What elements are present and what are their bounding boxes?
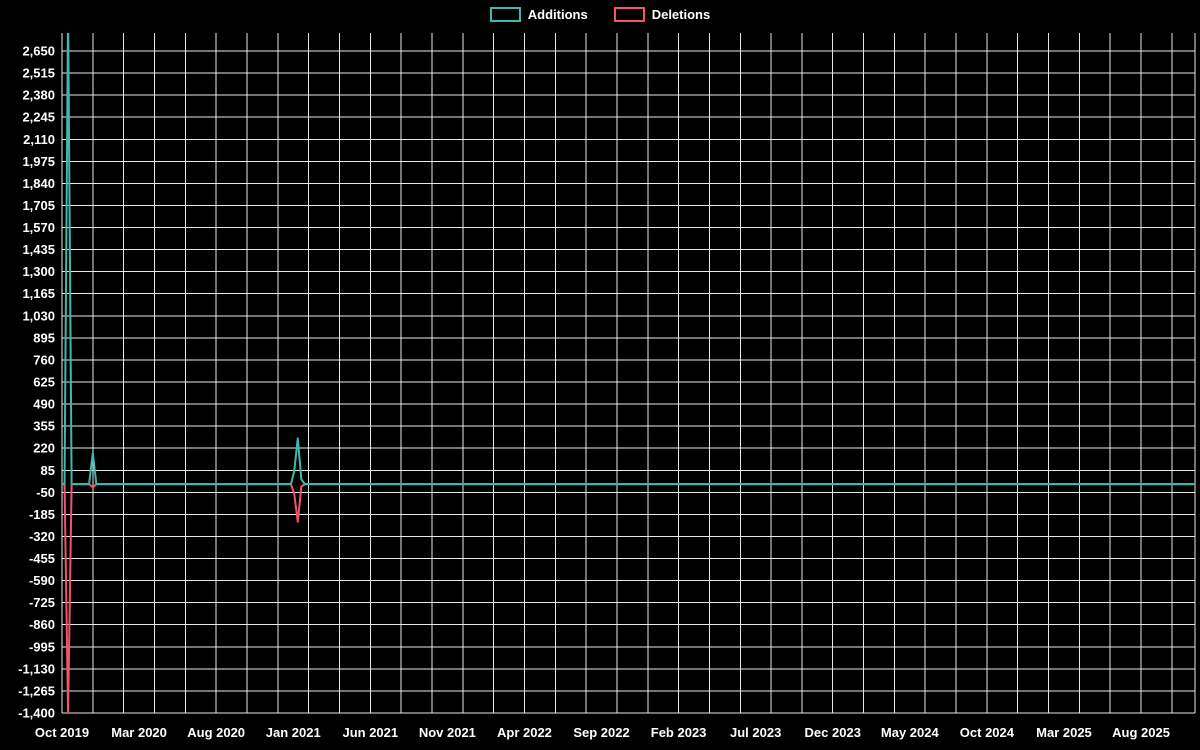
y-axis-label: -455	[29, 551, 55, 566]
y-axis-label: 2,380	[22, 88, 55, 103]
y-axis-label: 1,300	[22, 264, 55, 279]
y-axis-label: -590	[29, 573, 55, 588]
y-axis-label: 1,165	[22, 286, 55, 301]
legend-swatch-deletions-icon	[613, 7, 645, 22]
x-axis-label: Feb 2023	[651, 725, 707, 740]
x-axis-label: Jun 2021	[342, 725, 398, 740]
y-axis-label: 1,570	[22, 220, 55, 235]
gridlines	[61, 33, 1196, 714]
x-axis-label: Dec 2023	[805, 725, 861, 740]
legend-swatch-additions-icon	[489, 7, 521, 22]
x-axis-label: Jul 2023	[730, 725, 781, 740]
y-axis-label: 2,245	[22, 110, 55, 125]
y-axis-label: -185	[29, 507, 55, 522]
chart-legend: Additions Deletions	[0, 7, 1200, 22]
y-axis-label: 2,515	[22, 66, 55, 81]
y-axis-label: 1,705	[22, 198, 55, 213]
y-axis-label: 2,650	[22, 43, 55, 58]
x-axis-label: Oct 2024	[960, 725, 1015, 740]
x-axis-label: Aug 2020	[187, 725, 245, 740]
series-line-additions[interactable]	[62, 10, 1195, 486]
series-lines	[62, 10, 1195, 713]
y-axis-label: 625	[33, 374, 55, 389]
y-axis-label: 220	[33, 441, 55, 456]
y-axis-label: -860	[29, 617, 55, 632]
y-axis-label: 355	[33, 419, 55, 434]
x-axis-label: Mar 2020	[111, 725, 167, 740]
x-axis-labels: Oct 2019 Mar 2020 Aug 2020 Jan 2021 Jun 2021…	[35, 725, 1170, 740]
y-axis-label: 490	[33, 397, 55, 412]
x-axis-label: Nov 2021	[419, 725, 476, 740]
x-axis-label: Jan 2021	[266, 725, 321, 740]
y-axis-label: 1,840	[22, 176, 55, 191]
y-axis-label: 1,975	[22, 154, 55, 169]
y-axis-label: 1,435	[22, 242, 55, 257]
y-axis-label: -50	[36, 485, 55, 500]
x-axis-label: Aug 2025	[1112, 725, 1170, 740]
y-axis-label: -995	[29, 639, 55, 654]
x-axis-label: May 2024	[881, 725, 940, 740]
series-line-deletions[interactable]	[62, 483, 1195, 713]
y-axis-label: 895	[33, 330, 55, 345]
y-axis-label: -320	[29, 529, 55, 544]
legend-item-additions[interactable]: Additions	[489, 7, 588, 22]
legend-item-deletions[interactable]: Deletions	[613, 7, 711, 22]
y-axis-label: -1,130	[18, 661, 55, 676]
y-axis-label: 760	[33, 352, 55, 367]
legend-label-additions: Additions	[527, 7, 588, 22]
x-axis-label: Mar 2025	[1036, 725, 1092, 740]
y-axis-label: 85	[41, 463, 55, 478]
y-axis-label: -1,265	[18, 683, 55, 698]
x-axis-label: Apr 2022	[497, 725, 552, 740]
y-axis-labels: -1,400 -1,265 -1,130 -995 -860 -725 -590 -455 -3…	[18, 43, 55, 720]
x-axis-label: Oct 2019	[35, 725, 89, 740]
y-axis-label: -1,400	[18, 706, 55, 721]
y-axis-label: -725	[29, 595, 55, 610]
y-axis-label: 1,030	[22, 308, 55, 323]
legend-label-deletions: Deletions	[651, 7, 711, 22]
y-axis-label: 2,110	[23, 132, 55, 147]
x-axis-label: Sep 2022	[573, 725, 629, 740]
